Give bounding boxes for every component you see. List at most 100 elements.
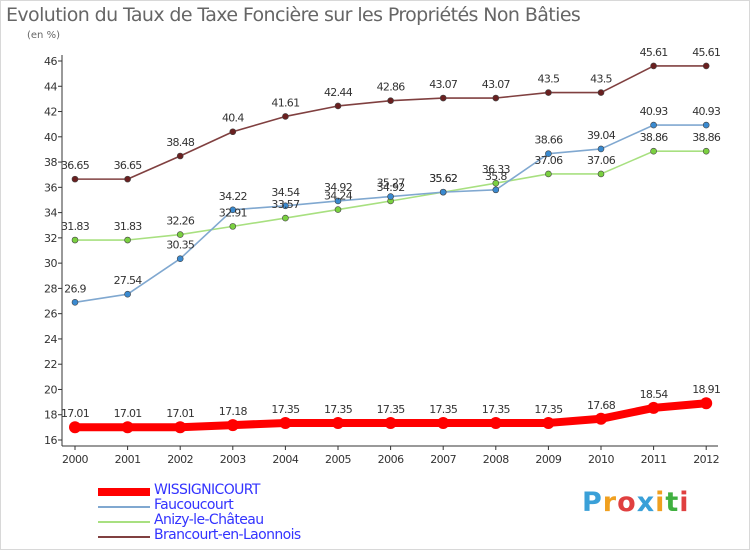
data-label: 17.35 [534, 403, 563, 416]
data-point [702, 147, 710, 155]
data-label: 32.91 [219, 206, 247, 219]
data-label: 40.93 [692, 105, 721, 118]
data-point [121, 421, 134, 434]
data-point [492, 94, 500, 102]
legend-item-anizy: Anizy-le-Château [98, 512, 358, 528]
y-tick-label: 32 [44, 232, 57, 245]
data-label: 35.8 [485, 170, 507, 183]
data-label: 17.68 [587, 399, 616, 412]
x-tick-label: 2000 [62, 453, 88, 466]
data-point [279, 416, 292, 429]
x-tick-label: 2004 [272, 453, 298, 466]
y-tick-label: 26 [44, 308, 57, 321]
x-tick-label: 2005 [325, 453, 351, 466]
data-label: 18.54 [640, 388, 669, 401]
data-point [545, 89, 552, 96]
data-label: 35.62 [429, 172, 457, 185]
data-labels: 36.65 36.65 38.48 40.4 41.61 42.44 42.86 43.07 4… [61, 46, 722, 420]
data-point [334, 206, 342, 213]
data-point [492, 186, 500, 194]
data-point [334, 102, 342, 110]
data-label: 30.35 [166, 239, 195, 252]
data-point [174, 421, 187, 434]
legend-swatch-wissignicourt [98, 488, 150, 496]
x-tick-label: 2007 [430, 453, 456, 466]
y-tick-label: 38 [44, 156, 57, 169]
data-label: 37.06 [587, 154, 616, 167]
legend-label-wissignicourt: WISSIGNICOURT [154, 482, 260, 498]
logo-letter: i [655, 487, 666, 518]
x-tick-label: 2011 [641, 453, 667, 466]
data-label: 34.92 [377, 181, 405, 194]
data-point [597, 145, 605, 153]
data-label: 38.86 [692, 131, 721, 144]
data-label: 17.35 [377, 403, 406, 416]
data-label: 43.5 [590, 73, 612, 86]
data-point [437, 416, 450, 429]
data-label: 45.61 [692, 46, 720, 59]
data-label: 18.91 [692, 383, 720, 396]
data-label: 17.01 [166, 407, 194, 420]
data-point [650, 147, 657, 155]
legend-swatch-faucoucourt [98, 506, 150, 508]
y-tick-label: 42 [44, 106, 57, 119]
data-point [597, 170, 605, 178]
data-label: 26.9 [64, 282, 86, 295]
chart-title: Evolution du Taux de Taxe Foncière sur l… [6, 4, 581, 26]
data-label: 17.35 [324, 403, 353, 416]
data-point [176, 231, 184, 238]
y-tick-label: 18 [44, 409, 57, 422]
y-tick-label: 40 [44, 131, 57, 144]
data-point [282, 202, 289, 210]
x-tick-label: 2006 [378, 453, 404, 466]
data-point [650, 62, 657, 70]
data-label: 27.54 [114, 274, 143, 287]
data-point [545, 170, 552, 178]
data-point [595, 412, 607, 425]
data-label: 37.06 [534, 154, 563, 167]
data-label: 36.65 [114, 159, 143, 172]
data-point [384, 416, 397, 429]
data-label: 43.07 [429, 78, 458, 91]
data-point [229, 206, 237, 214]
axes: 16 18 20 22 24 26 28 30 32 34 36 38 40 42 44 46 2000 2001… [44, 55, 720, 466]
data-point [71, 175, 79, 183]
data-point [387, 97, 394, 104]
data-label: 34.54 [271, 186, 300, 199]
y-tick-label: 16 [44, 434, 57, 447]
data-label: 43.5 [538, 73, 560, 86]
data-point [489, 416, 502, 429]
y-axis-unit-label: (en %) [27, 30, 60, 41]
series-points [69, 62, 713, 434]
y-tick-label: 24 [44, 333, 57, 346]
data-label: 33.57 [271, 198, 300, 211]
data-label: 31.83 [114, 220, 143, 233]
data-point [176, 152, 184, 160]
data-point [545, 150, 552, 158]
data-label: 17.35 [429, 403, 458, 416]
data-label: 38.86 [640, 131, 669, 144]
data-point [597, 89, 605, 96]
data-point [229, 128, 237, 136]
data-point [124, 290, 131, 298]
data-label: 34.24 [324, 190, 353, 203]
data-point [71, 236, 79, 244]
data-point [332, 416, 344, 429]
y-tick-label: 22 [44, 358, 57, 371]
data-point [439, 94, 447, 102]
logo-letter: x [636, 487, 656, 518]
data-point [439, 188, 447, 196]
x-tick-label: 2001 [115, 453, 141, 466]
data-label: 36.65 [61, 159, 90, 172]
legend-item-wissignicourt: WISSIGNICOURT [98, 482, 358, 498]
data-label: 43.07 [482, 78, 511, 91]
legend-item-faucoucourt: Faucoucourt [98, 497, 358, 513]
data-label: 39.04 [587, 129, 616, 142]
proxiti-logo: Proxiti [582, 487, 690, 518]
logo-letter: r [602, 487, 618, 518]
data-point [71, 298, 79, 306]
x-tick-label: 2002 [167, 453, 193, 466]
data-point [282, 113, 289, 120]
logo-letter: P [582, 487, 603, 518]
